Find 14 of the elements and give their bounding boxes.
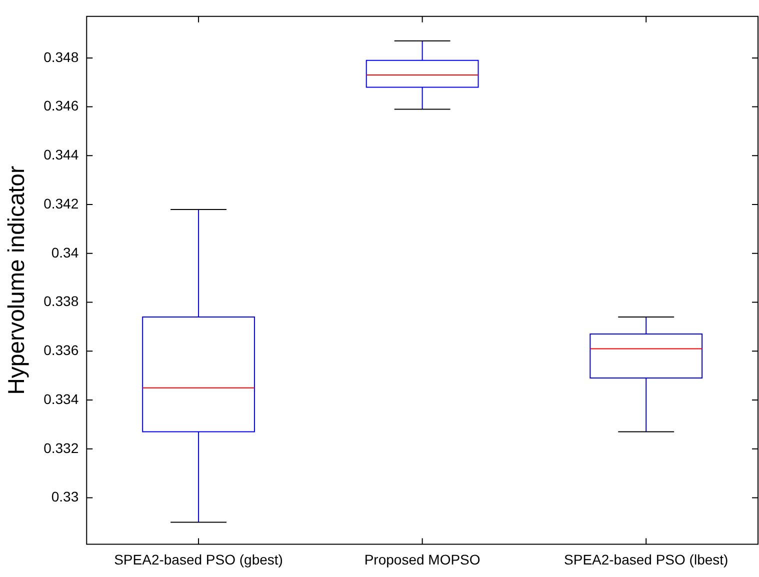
- y-tick-label: 0.34: [51, 244, 79, 260]
- y-tick-label: 0.344: [44, 146, 79, 163]
- y-tick-label: 0.348: [44, 48, 79, 65]
- y-tick-label: 0.338: [44, 293, 79, 310]
- y-tick-label: 0.346: [44, 98, 79, 114]
- y-tick-label: 0.336: [44, 342, 79, 358]
- y-tick-label: 0.342: [44, 195, 79, 212]
- x-tick-label: SPEA2-based PSO (gbest): [114, 551, 283, 568]
- y-tick-label: 0.332: [44, 440, 79, 456]
- y-axis-title: Hypervolume indicator: [3, 166, 30, 395]
- y-tick-label: 0.33: [51, 488, 79, 505]
- y-tick-label: 0.334: [44, 390, 79, 407]
- x-tick-label: SPEA2-based PSO (lbest): [564, 551, 728, 568]
- x-tick-label: Proposed MOPSO: [364, 551, 480, 568]
